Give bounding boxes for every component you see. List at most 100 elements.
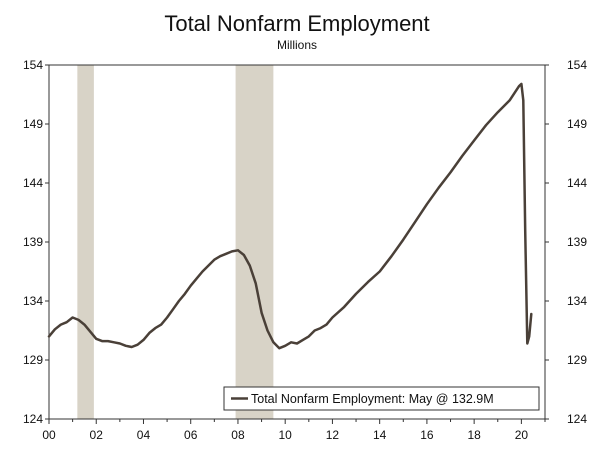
x-tick-label: 14 <box>373 428 387 442</box>
x-tick-label: 10 <box>279 428 293 442</box>
data-point <box>343 306 345 308</box>
y-tick-label-right: 134 <box>567 294 587 308</box>
data-point <box>77 319 80 321</box>
data-point <box>113 341 115 343</box>
y-tick-label-left: 129 <box>23 353 43 367</box>
data-point <box>231 250 233 253</box>
legend-label: Total Nonfarm Employment: May @ 132.9M <box>251 392 494 406</box>
data-point <box>518 85 520 87</box>
data-point <box>266 329 269 332</box>
data-point <box>355 293 357 295</box>
x-tick-label: 16 <box>420 428 434 442</box>
data-point <box>237 249 239 251</box>
legend: Total Nonfarm Employment: May @ 132.9M <box>223 386 540 411</box>
data-point <box>213 259 215 261</box>
data-point <box>284 345 286 347</box>
data-point <box>278 347 280 349</box>
data-point <box>48 335 50 337</box>
legend-box <box>223 386 540 411</box>
series-line <box>47 82 533 350</box>
y-tick-label-right: 149 <box>567 117 587 131</box>
x-tick-label: 18 <box>467 428 481 442</box>
data-point <box>107 340 109 342</box>
y-tick-label-left: 124 <box>23 412 43 426</box>
data-point <box>473 139 475 142</box>
data-point <box>367 281 369 283</box>
data-point <box>522 99 524 101</box>
data-point <box>314 329 316 332</box>
y-tick-label-left: 154 <box>23 58 43 72</box>
data-point <box>497 111 499 113</box>
recession-band <box>235 65 274 419</box>
data-point <box>508 99 511 101</box>
data-point <box>54 328 56 330</box>
data-point <box>160 324 162 326</box>
data-point <box>72 316 74 319</box>
data-point <box>119 342 121 345</box>
data-point <box>390 255 393 257</box>
x-tick-label: 04 <box>137 428 151 442</box>
data-point <box>379 270 381 273</box>
data-point <box>83 324 86 326</box>
data-point <box>485 124 487 126</box>
data-point <box>166 316 168 319</box>
data-point <box>526 342 528 345</box>
x-tick-label: 00 <box>42 428 56 442</box>
y-axis-right: 124 129 134 139 144 149 154 <box>545 58 587 426</box>
data-point <box>331 316 334 319</box>
data-point <box>201 270 204 273</box>
x-tick-label: 12 <box>326 428 340 442</box>
data-point <box>249 265 251 267</box>
recession-bands <box>77 65 274 419</box>
data-point <box>178 300 180 302</box>
y-tick-label-left: 134 <box>23 294 43 308</box>
y-tick-label-right: 144 <box>567 176 587 190</box>
data-point <box>225 253 227 255</box>
recession-band <box>77 65 94 419</box>
data-point <box>255 282 257 284</box>
data-point <box>438 187 440 189</box>
plot-frame <box>48 64 546 420</box>
data-point <box>66 321 68 323</box>
data-point <box>154 327 156 329</box>
data-point <box>449 171 452 173</box>
data-point <box>290 341 292 343</box>
data-point <box>461 155 463 157</box>
data-point <box>95 338 97 340</box>
data-point <box>528 335 530 337</box>
data-point <box>272 341 274 343</box>
data-point <box>426 203 428 205</box>
y-tick-label-right: 154 <box>567 58 587 72</box>
data-point <box>89 331 91 333</box>
data-point <box>260 312 263 314</box>
x-tick-label: 06 <box>184 428 198 442</box>
chart-subtitle: Millions <box>277 38 317 52</box>
x-tick-label: 02 <box>90 428 104 442</box>
data-point <box>125 345 127 347</box>
data-point <box>530 313 532 315</box>
data-point <box>320 327 322 329</box>
data-point <box>243 254 245 256</box>
data-point <box>196 277 198 280</box>
data-point <box>184 293 186 295</box>
data-point <box>524 229 526 231</box>
y-tick-label-left: 149 <box>23 117 43 131</box>
y-tick-label-right: 124 <box>567 412 587 426</box>
data-point <box>190 285 192 287</box>
data-point <box>131 346 133 348</box>
chart-title: Total Nonfarm Employment <box>164 11 429 36</box>
data-point <box>136 344 139 346</box>
data-point <box>520 83 522 85</box>
x-tick-label: 08 <box>231 428 245 442</box>
data-point <box>296 342 298 345</box>
data-point <box>101 340 103 342</box>
data-point <box>308 335 310 337</box>
data-point <box>148 332 150 334</box>
y-tick-label-right: 129 <box>567 353 587 367</box>
data-point <box>302 339 304 341</box>
data-point <box>414 221 416 223</box>
y-axis-left: 124 129 134 139 144 149 154 <box>23 58 49 426</box>
data-point <box>172 308 174 310</box>
x-tick-label: 20 <box>515 428 529 442</box>
